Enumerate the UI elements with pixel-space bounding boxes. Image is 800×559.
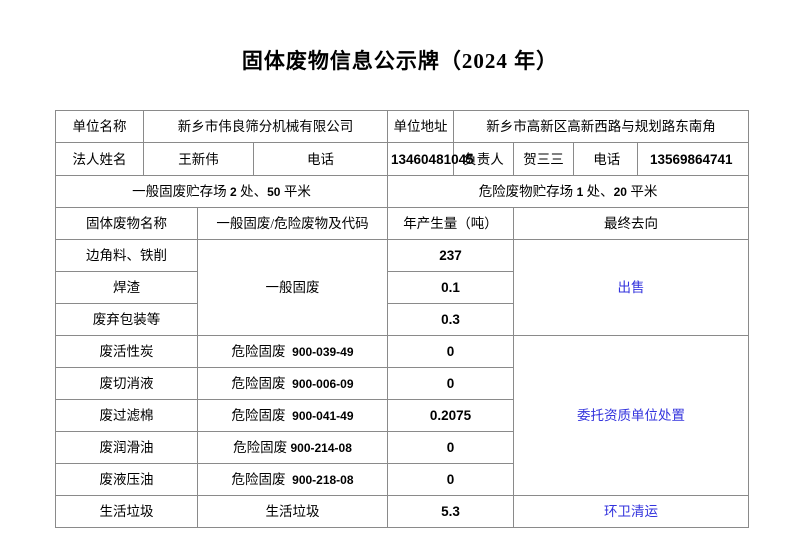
table-row: 焊渣 0.1 <box>55 271 749 304</box>
value-manager: 贺三三 <box>513 142 575 176</box>
table-row: 废活性炭 危险固废 900-039-49 0 委托资质单位处置 <box>55 335 750 496</box>
waste-destination-sell: 出售 <box>513 239 750 336</box>
value-legal-phone: 13460481045 <box>387 142 474 176</box>
waste-destination-qualified-unit: 委托资质单位处置 <box>513 335 750 496</box>
waste-name: 生活垃圾 <box>55 495 198 528</box>
waste-name: 焊渣 <box>55 271 198 304</box>
waste-annual-output: 0.2075 <box>387 399 515 432</box>
table-row: 废切消液 危险固废 900-006-09 0 <box>55 367 749 400</box>
column-header-category-code: 一般固废/危险废物及代码 <box>196 207 389 240</box>
waste-name: 废弃包装等 <box>55 303 198 336</box>
waste-name: 废液压油 <box>55 463 198 496</box>
waste-name: 废润滑油 <box>55 431 198 464</box>
waste-annual-output: 0 <box>387 431 515 464</box>
waste-destination-sanitation: 环卫清运 <box>513 495 750 528</box>
table-row-contact-info: 法人姓名 王新伟 电话 13460481045 负责人 贺三三 电话 13569… <box>55 142 750 176</box>
label-legal-phone: 电话 <box>252 142 389 176</box>
waste-annual-output: 5.3 <box>387 495 515 528</box>
waste-name: 废过滤棉 <box>55 399 198 432</box>
waste-annual-output: 0 <box>387 335 515 368</box>
waste-category-code: 危险固废 900-218-08 <box>196 463 389 496</box>
waste-annual-output: 237 <box>387 239 515 272</box>
column-header-annual-output: 年产生量（吨） <box>387 207 515 240</box>
table-row: 边角料、铁削 一般固废 237 出售 <box>55 239 750 336</box>
waste-category-domestic: 生活垃圾 <box>196 495 389 528</box>
label-unit-address: 单位地址 <box>387 110 455 143</box>
waste-annual-output: 0 <box>387 367 515 400</box>
label-unit-name: 单位名称 <box>55 110 144 143</box>
waste-info-table-wrapper: 单位名称 新乡市伟良筛分机械有限公司 单位地址 新乡市高新区高新西路与规划路东南… <box>54 110 750 528</box>
waste-category-code: 危险固废 900-214-08 <box>196 431 389 464</box>
waste-name: 废切消液 <box>55 367 198 400</box>
value-unit-address: 新乡市高新区高新西路与规划路东南角 <box>453 110 750 143</box>
table-row: 废过滤棉 危险固废 900-041-49 0.2075 <box>55 399 749 432</box>
value-manager-phone: 13569864741 <box>636 143 746 175</box>
hazardous-waste-storage: 危险废物贮存场 1 处、20 平米 <box>387 175 750 208</box>
table-row: 生活垃圾 生活垃圾 5.3 环卫清运 <box>55 495 750 528</box>
general-waste-storage: 一般固废贮存场 2 处、50 平米 <box>54 175 389 208</box>
table-row-unit-info: 单位名称 新乡市伟良筛分机械有限公司 单位地址 新乡市高新区高新西路与规划路东南… <box>55 110 750 143</box>
waste-annual-output: 0.1 <box>387 271 515 304</box>
table-row: 废润滑油 危险固废 900-214-08 0 <box>55 431 749 464</box>
waste-category-code: 危险固废 900-041-49 <box>196 399 389 432</box>
table-header-row: 固体废物名称 一般固废/危险废物及代码 年产生量（吨） 最终去向 <box>55 207 750 240</box>
waste-name: 边角料、铁削 <box>55 239 198 272</box>
table-row: 废弃包装等 0.3 <box>55 303 749 336</box>
waste-category-code: 危险固废 900-039-49 <box>196 335 389 368</box>
label-manager-phone: 电话 <box>593 151 621 167</box>
solid-waste-info-table: 单位名称 新乡市伟良筛分机械有限公司 单位地址 新乡市高新区高新西路与规划路东南… <box>54 110 750 528</box>
waste-name: 废活性炭 <box>55 335 198 368</box>
manager-phone-cell: 电话 13569864741 <box>573 142 750 176</box>
waste-category-code: 危险固废 900-006-09 <box>196 367 389 400</box>
value-unit-name: 新乡市伟良筛分机械有限公司 <box>142 110 389 143</box>
column-header-final-destination: 最终去向 <box>513 207 750 240</box>
waste-annual-output: 0.3 <box>387 303 515 336</box>
value-legal-person: 王新伟 <box>143 142 254 176</box>
label-manager: 负责人 <box>453 142 515 176</box>
column-header-waste-name: 固体废物名称 <box>55 207 198 240</box>
waste-annual-output: 0 <box>387 463 515 496</box>
label-legal-person: 法人姓名 <box>55 142 144 176</box>
page-title: 固体废物信息公示牌（2024 年） <box>241 49 559 73</box>
waste-category-general: 一般固废 <box>196 239 389 336</box>
table-row-storage-areas: 一般固废贮存场 2 处、50 平米 危险废物贮存场 1 处、20 平米 <box>54 175 750 208</box>
